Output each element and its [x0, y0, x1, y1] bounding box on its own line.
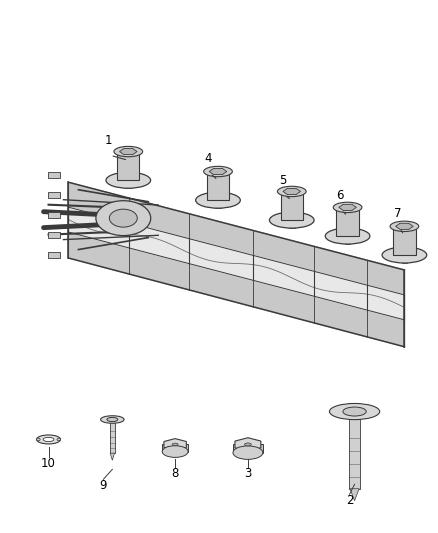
Ellipse shape: [172, 443, 178, 446]
Bar: [402, 255, 407, 263]
Ellipse shape: [277, 186, 306, 197]
Polygon shape: [283, 188, 300, 195]
Bar: [48, 172, 60, 178]
Ellipse shape: [37, 438, 40, 441]
Polygon shape: [164, 439, 186, 450]
Polygon shape: [209, 168, 227, 174]
Bar: [215, 200, 221, 208]
Bar: [110, 422, 115, 453]
Text: 2: 2: [346, 494, 353, 507]
Bar: [281, 191, 303, 220]
Ellipse shape: [329, 403, 380, 419]
Ellipse shape: [233, 446, 263, 459]
Ellipse shape: [196, 192, 240, 208]
Bar: [207, 172, 229, 200]
Bar: [349, 417, 360, 489]
Ellipse shape: [162, 446, 188, 457]
Ellipse shape: [204, 166, 232, 176]
Ellipse shape: [107, 417, 118, 422]
Polygon shape: [235, 438, 261, 451]
Polygon shape: [350, 489, 359, 500]
Ellipse shape: [390, 221, 419, 231]
Ellipse shape: [382, 247, 427, 263]
Bar: [48, 192, 60, 198]
Ellipse shape: [333, 202, 362, 213]
Ellipse shape: [37, 435, 60, 444]
Text: 8: 8: [171, 467, 179, 480]
Text: 9: 9: [99, 479, 107, 492]
Bar: [289, 220, 295, 228]
Bar: [345, 236, 350, 244]
Ellipse shape: [269, 212, 314, 228]
Text: 6: 6: [336, 189, 343, 202]
Bar: [162, 445, 188, 451]
Text: 4: 4: [204, 152, 212, 165]
Bar: [393, 227, 416, 255]
Bar: [233, 445, 263, 453]
Ellipse shape: [96, 201, 151, 236]
Ellipse shape: [101, 416, 124, 423]
Polygon shape: [339, 204, 357, 211]
Bar: [125, 180, 131, 188]
Bar: [48, 232, 60, 238]
Ellipse shape: [114, 147, 143, 157]
Text: 3: 3: [244, 467, 251, 480]
Text: 7: 7: [394, 207, 401, 220]
Text: 1: 1: [105, 134, 112, 148]
Text: 10: 10: [41, 457, 56, 471]
Polygon shape: [68, 207, 404, 320]
Ellipse shape: [57, 438, 60, 441]
Polygon shape: [68, 182, 404, 295]
Bar: [48, 212, 60, 218]
Polygon shape: [68, 232, 404, 347]
Polygon shape: [120, 149, 137, 155]
Ellipse shape: [110, 209, 137, 227]
Polygon shape: [110, 453, 114, 461]
Bar: [48, 252, 60, 258]
Ellipse shape: [43, 438, 54, 441]
Ellipse shape: [106, 172, 151, 188]
Bar: [336, 207, 359, 236]
Ellipse shape: [325, 228, 370, 244]
Bar: [117, 151, 139, 180]
Polygon shape: [396, 223, 413, 229]
Text: 5: 5: [279, 174, 286, 187]
Ellipse shape: [343, 407, 366, 416]
Ellipse shape: [244, 443, 251, 446]
